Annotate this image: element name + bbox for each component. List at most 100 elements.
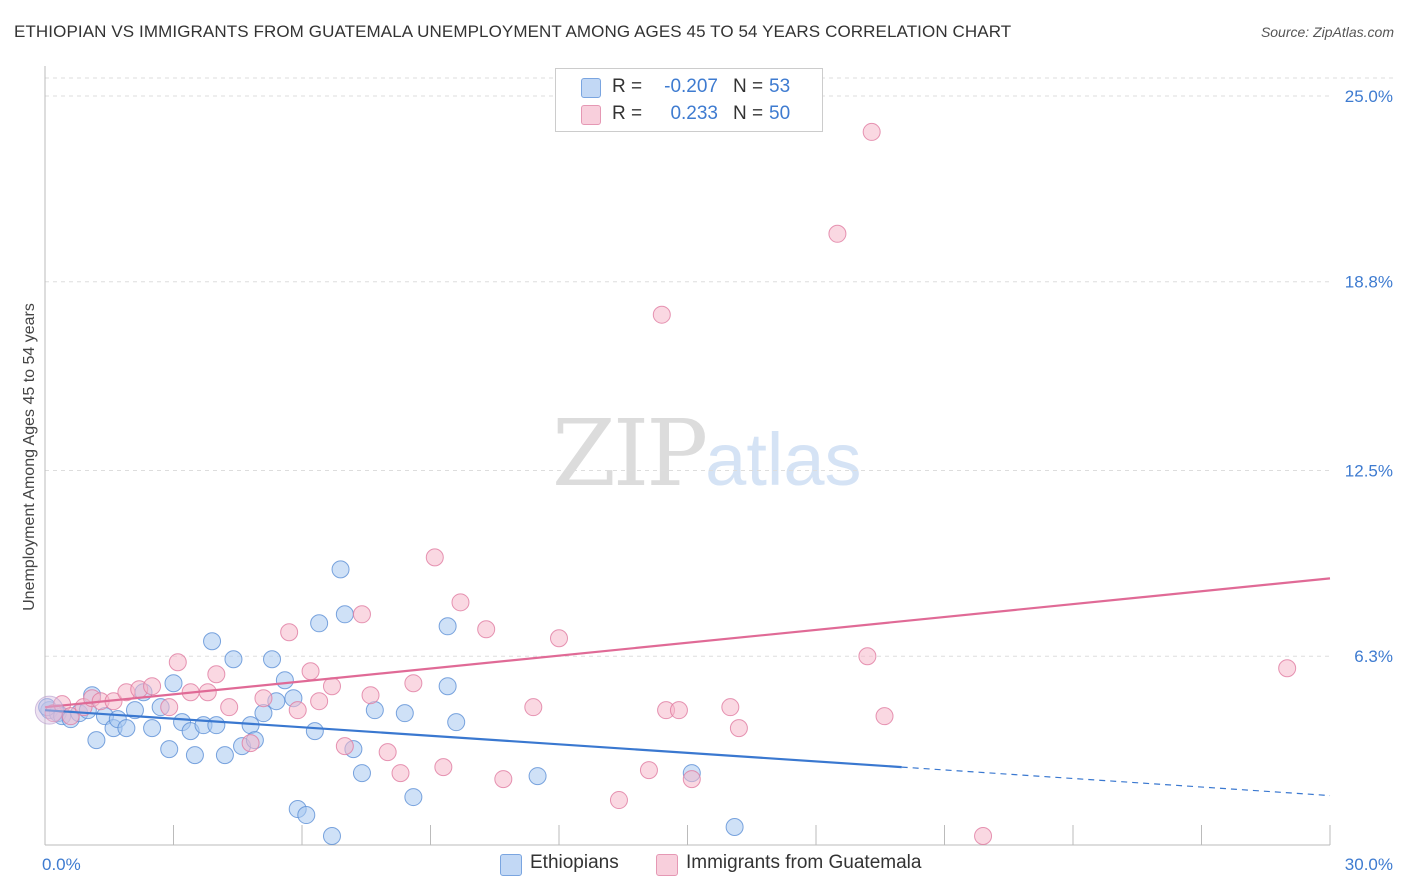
guatemala-point xyxy=(652,305,671,324)
guatemala-point xyxy=(160,698,179,717)
guatemala-point xyxy=(477,620,496,639)
guatemala-point xyxy=(729,719,748,738)
series-legend: Ethiopians Immigrants from Guatemala xyxy=(0,852,1406,878)
x-tick-label: 0.0% xyxy=(42,855,81,874)
ethiopian-point xyxy=(254,704,273,723)
guatemala-point xyxy=(862,122,881,141)
chart-source: Source: ZipAtlas.com xyxy=(1260,24,1394,40)
ethiopian-point xyxy=(207,716,226,735)
origin-cluster-point xyxy=(34,695,64,725)
guatemala-point xyxy=(524,698,543,717)
ethiopian-point xyxy=(143,719,162,738)
guatemala-point xyxy=(378,743,397,762)
guatemala-point xyxy=(404,674,423,693)
guatemala-point xyxy=(143,677,162,696)
watermark-atlas: atlas xyxy=(705,418,862,501)
legend-r-value: 0.233 xyxy=(670,103,718,124)
guatemala-point xyxy=(494,770,513,789)
guatemala-point xyxy=(361,686,380,705)
ethiopian-point xyxy=(395,704,414,723)
y-tick-label: 6.3% xyxy=(1354,647,1393,666)
guatemala-point xyxy=(220,698,239,717)
series-label-guatemala: Immigrants from Guatemala xyxy=(686,852,922,873)
ethiopian-point xyxy=(335,605,354,624)
guatemala-point xyxy=(721,698,740,717)
ethiopian-point xyxy=(725,818,744,837)
legend-r-label: R = xyxy=(612,103,643,124)
ethiopian-point xyxy=(305,722,324,741)
guatemala-point xyxy=(301,662,320,681)
ethiopian-point xyxy=(310,614,329,633)
guatemala-point xyxy=(451,593,470,612)
legend-n-value: 50 xyxy=(769,103,791,124)
ethiopian-point xyxy=(87,731,106,750)
ethiopian-trend-line xyxy=(44,709,902,769)
guatemala-point xyxy=(288,701,307,720)
guatemala-point xyxy=(1278,659,1297,678)
guatemala-point xyxy=(254,689,273,708)
chart-title: ETHIOPIAN VS IMMIGRANTS FROM GUATEMALA U… xyxy=(14,22,1012,41)
guatemala-point xyxy=(875,707,894,726)
guatemala-point xyxy=(322,677,341,696)
guatemala-trend-line xyxy=(44,577,1331,709)
ethiopian-point xyxy=(224,650,243,669)
ethiopian-point xyxy=(164,674,183,693)
guatemala-point xyxy=(858,647,877,666)
ethiopian-point xyxy=(215,746,234,765)
ethiopian-point xyxy=(117,719,136,738)
guatemala-point xyxy=(682,770,701,789)
ethiopian-point xyxy=(438,677,457,696)
legend-swatch-ethiopians xyxy=(581,78,601,98)
y-tick-label: 18.8% xyxy=(1345,273,1393,292)
guatemala-point xyxy=(434,758,453,777)
guatemala-point xyxy=(168,653,187,672)
correlation-legend: R = -0.207 N = 53 R = 0.233 N = 50 xyxy=(555,68,823,132)
ethiopian-point xyxy=(404,788,423,807)
watermark: ZIPatlas xyxy=(552,400,861,507)
legend-n-label: N = xyxy=(733,76,764,97)
ethiopian-point xyxy=(322,827,341,846)
legend-n-value: 53 xyxy=(769,76,791,97)
series-swatch-ethiopians xyxy=(500,854,522,876)
guatemala-point xyxy=(425,548,444,567)
legend-r-value: -0.207 xyxy=(664,76,718,97)
ethiopian-point xyxy=(125,701,144,720)
guatemala-point xyxy=(974,827,993,846)
guatemala-point xyxy=(828,224,847,243)
guatemala-point xyxy=(352,605,371,624)
ethiopian-trend-line-extension xyxy=(901,766,1331,797)
guatemala-point xyxy=(550,629,568,648)
ethiopian-point xyxy=(447,713,466,732)
legend-swatch-guatemala xyxy=(581,105,601,125)
y-tick-label: 12.5% xyxy=(1345,461,1393,480)
ethiopian-point xyxy=(528,767,547,786)
legend-row-ethiopians: R = -0.207 N = 53 xyxy=(556,74,822,100)
guatemala-point xyxy=(391,764,410,783)
watermark-zip: ZIP xyxy=(552,400,708,507)
ethiopian-point xyxy=(203,632,222,651)
ethiopian-point xyxy=(365,701,384,720)
ethiopian-point xyxy=(438,617,457,636)
series-label-ethiopians: Ethiopians xyxy=(530,852,619,873)
legend-n-label: N = xyxy=(733,103,764,124)
ethiopian-point xyxy=(275,671,294,690)
guatemala-point xyxy=(335,737,354,756)
guatemala-point xyxy=(669,701,688,720)
legend-r-label: R = xyxy=(612,76,643,97)
ethiopian-point xyxy=(352,764,371,783)
ethiopian-point xyxy=(297,806,316,825)
guatemala-point xyxy=(639,761,658,780)
x-tick-label: 30.0% xyxy=(1345,855,1393,874)
guatemala-point xyxy=(310,692,329,711)
guatemala-point xyxy=(241,734,260,753)
ethiopian-point xyxy=(160,740,179,759)
y-tick-label: 25.0% xyxy=(1345,87,1393,106)
ethiopian-point xyxy=(331,560,350,579)
series-swatch-guatemala xyxy=(656,854,678,876)
guatemala-point xyxy=(280,623,299,642)
legend-row-guatemala: R = 0.233 N = 50 xyxy=(556,101,822,127)
ethiopian-point xyxy=(263,650,282,669)
guatemala-point xyxy=(609,791,628,810)
guatemala-point xyxy=(207,665,226,684)
